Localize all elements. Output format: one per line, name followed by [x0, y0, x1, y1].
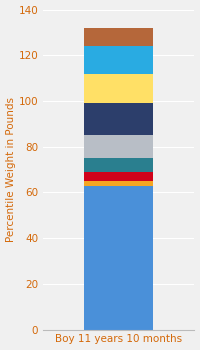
Bar [84, 186, 153, 330]
Bar [84, 74, 153, 103]
Bar [84, 103, 153, 135]
Bar [84, 46, 153, 74]
Bar [84, 158, 153, 172]
Bar [84, 28, 153, 46]
Bar [84, 181, 153, 186]
Y-axis label: Percentile Weight in Pounds: Percentile Weight in Pounds [6, 97, 16, 242]
Bar [84, 135, 153, 158]
Bar [84, 172, 153, 181]
